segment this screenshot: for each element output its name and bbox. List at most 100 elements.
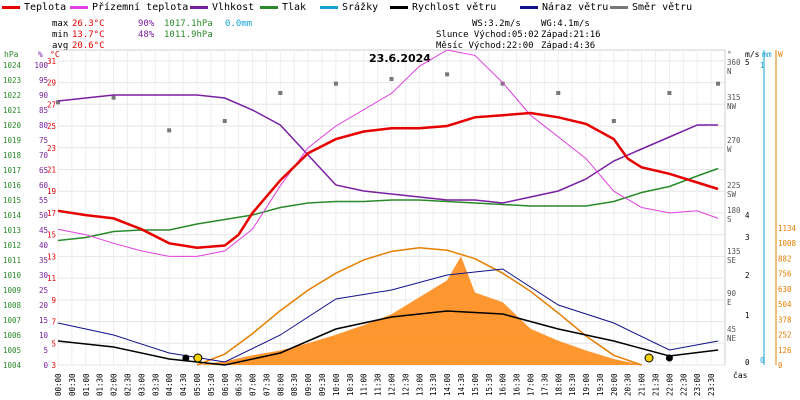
x-tick-label: 09:00 xyxy=(304,373,313,396)
temperature-tick: 27 xyxy=(47,100,56,109)
moonset-marker xyxy=(182,354,190,362)
wind-dir-point xyxy=(333,81,338,86)
temperature-axis-label: °C xyxy=(50,50,60,59)
humidity-tick: 35 xyxy=(39,256,48,265)
temperature-tick: 29 xyxy=(47,79,56,88)
wind-dir-tick: W xyxy=(727,145,732,154)
legend-label: Směr větru xyxy=(632,2,693,13)
ground-temp-line xyxy=(57,49,719,257)
temperature-tick: 25 xyxy=(47,122,56,131)
pressure-tick: 1016 xyxy=(3,181,22,190)
legend-swatch xyxy=(320,6,338,9)
stats-min-temp: 13.7°C xyxy=(72,30,105,40)
stats-max-label: max xyxy=(52,19,69,29)
legend-item: Směr větru xyxy=(610,2,692,13)
x-tick-label: 13:30 xyxy=(429,373,438,396)
legend-label: Náraz větru xyxy=(542,2,609,13)
legend-swatch xyxy=(190,6,208,9)
humidity-tick: 5 xyxy=(43,346,48,355)
solar-max-line xyxy=(196,247,642,366)
wind-dir-point xyxy=(167,128,172,133)
x-tick-label: 15:30 xyxy=(485,373,494,396)
x-tick-label: 12:30 xyxy=(401,373,410,396)
wind-speed-tick: 5 xyxy=(745,58,750,67)
x-tick-label: 14:00 xyxy=(443,373,452,396)
chart-title: 23.6.2024 xyxy=(369,52,431,65)
temperature-tick: 15 xyxy=(47,231,56,240)
wind-dir-point xyxy=(222,119,227,123)
humidity-tick: 75 xyxy=(39,136,48,145)
legend-item: Srážky xyxy=(320,2,378,13)
x-tick-label: 19:00 xyxy=(582,373,591,396)
wind-dir-tick: SW xyxy=(727,190,737,199)
humidity-tick: 55 xyxy=(39,196,48,205)
stats-max-hum: 90% xyxy=(138,19,155,29)
x-tick-label: 18:00 xyxy=(554,373,563,396)
pressure-tick: 1015 xyxy=(3,196,21,205)
humidity-tick: 100 xyxy=(34,61,48,70)
wind-dir-axis-label: ° xyxy=(727,50,732,59)
pressure-tick: 1008 xyxy=(3,301,22,310)
stats-sun-set: Západ:21:16 xyxy=(541,30,601,40)
wind-dir-tick: NW xyxy=(727,102,737,111)
humidity-tick: 80 xyxy=(39,121,49,130)
x-tick-label: 23:00 xyxy=(693,373,702,396)
stats-avg-temp: 20.6°C xyxy=(72,41,105,51)
legend-swatch xyxy=(2,6,20,9)
wind-speed-tick: 4 xyxy=(745,211,750,220)
stats-moon-set: Západ:4:36 xyxy=(541,41,596,51)
x-tick-label: 11:30 xyxy=(374,373,383,396)
wind-dir-tick: 225 xyxy=(727,181,741,190)
x-tick-label: 09:30 xyxy=(318,373,327,396)
legend-swatch xyxy=(520,6,538,9)
legend-swatch xyxy=(390,6,408,9)
wind-dir-point xyxy=(111,95,116,100)
x-tick-label: 06:00 xyxy=(221,373,230,396)
temperature-tick: 7 xyxy=(51,318,56,327)
solar-radiation-area xyxy=(196,256,642,365)
legend-item: Přízemní teplota xyxy=(70,2,188,13)
x-tick-label: 00:30 xyxy=(68,373,77,396)
solar-tick: 630 xyxy=(778,285,792,294)
solar-tick: 0 xyxy=(778,361,783,370)
humidity-tick: 45 xyxy=(39,226,48,235)
x-tick-label: 16:00 xyxy=(499,373,508,396)
legend-item: Náraz větru xyxy=(520,2,608,13)
x-tick-label: 21:00 xyxy=(638,373,647,396)
x-tick-label: 15:00 xyxy=(471,373,480,396)
wind-dir-tick: 180 xyxy=(727,206,741,215)
wind-dir-tick: NE xyxy=(727,334,737,343)
solar-tick: 756 xyxy=(778,270,792,279)
pressure-tick: 1014 xyxy=(3,211,22,220)
x-tick-label: 21:30 xyxy=(652,373,661,396)
legend-label: Vlhkost xyxy=(212,2,255,13)
x-tick-label: 22:30 xyxy=(679,373,688,396)
x-tick-label: 17:30 xyxy=(540,373,549,396)
sunrise-marker xyxy=(193,353,203,363)
x-tick-label: 10:30 xyxy=(346,373,355,396)
wind-dir-point xyxy=(500,81,505,86)
x-tick-label: 12:00 xyxy=(388,373,397,396)
wind-dir-tick: SE xyxy=(727,256,737,265)
wind-dir-tick: S xyxy=(727,215,732,224)
legend-label: Teplota xyxy=(24,2,67,13)
humidity-tick: 10 xyxy=(39,331,49,340)
humidity-tick: 15 xyxy=(39,316,48,325)
wind-dir-point xyxy=(716,81,721,86)
temperature-tick: 3 xyxy=(51,361,56,370)
temperature-tick: 5 xyxy=(51,339,56,348)
wind-dir-point xyxy=(667,91,672,95)
legend-item: Teplota xyxy=(2,2,66,13)
pressure-tick: 1018 xyxy=(3,151,22,160)
solar-tick: 126 xyxy=(778,346,792,355)
legend-item: Rychlost větru xyxy=(390,2,496,13)
legend-item: Vlhkost xyxy=(190,2,254,13)
pressure-tick: 1007 xyxy=(3,316,21,325)
x-tick-label: 04:30 xyxy=(179,373,188,396)
humidity-tick: 70 xyxy=(39,151,49,160)
legend-item: Tlak xyxy=(260,2,306,13)
humidity-tick: 0 xyxy=(43,361,48,370)
stats-wg: WG:4.1m/s xyxy=(541,19,590,29)
humidity-tick: 85 xyxy=(39,106,48,115)
